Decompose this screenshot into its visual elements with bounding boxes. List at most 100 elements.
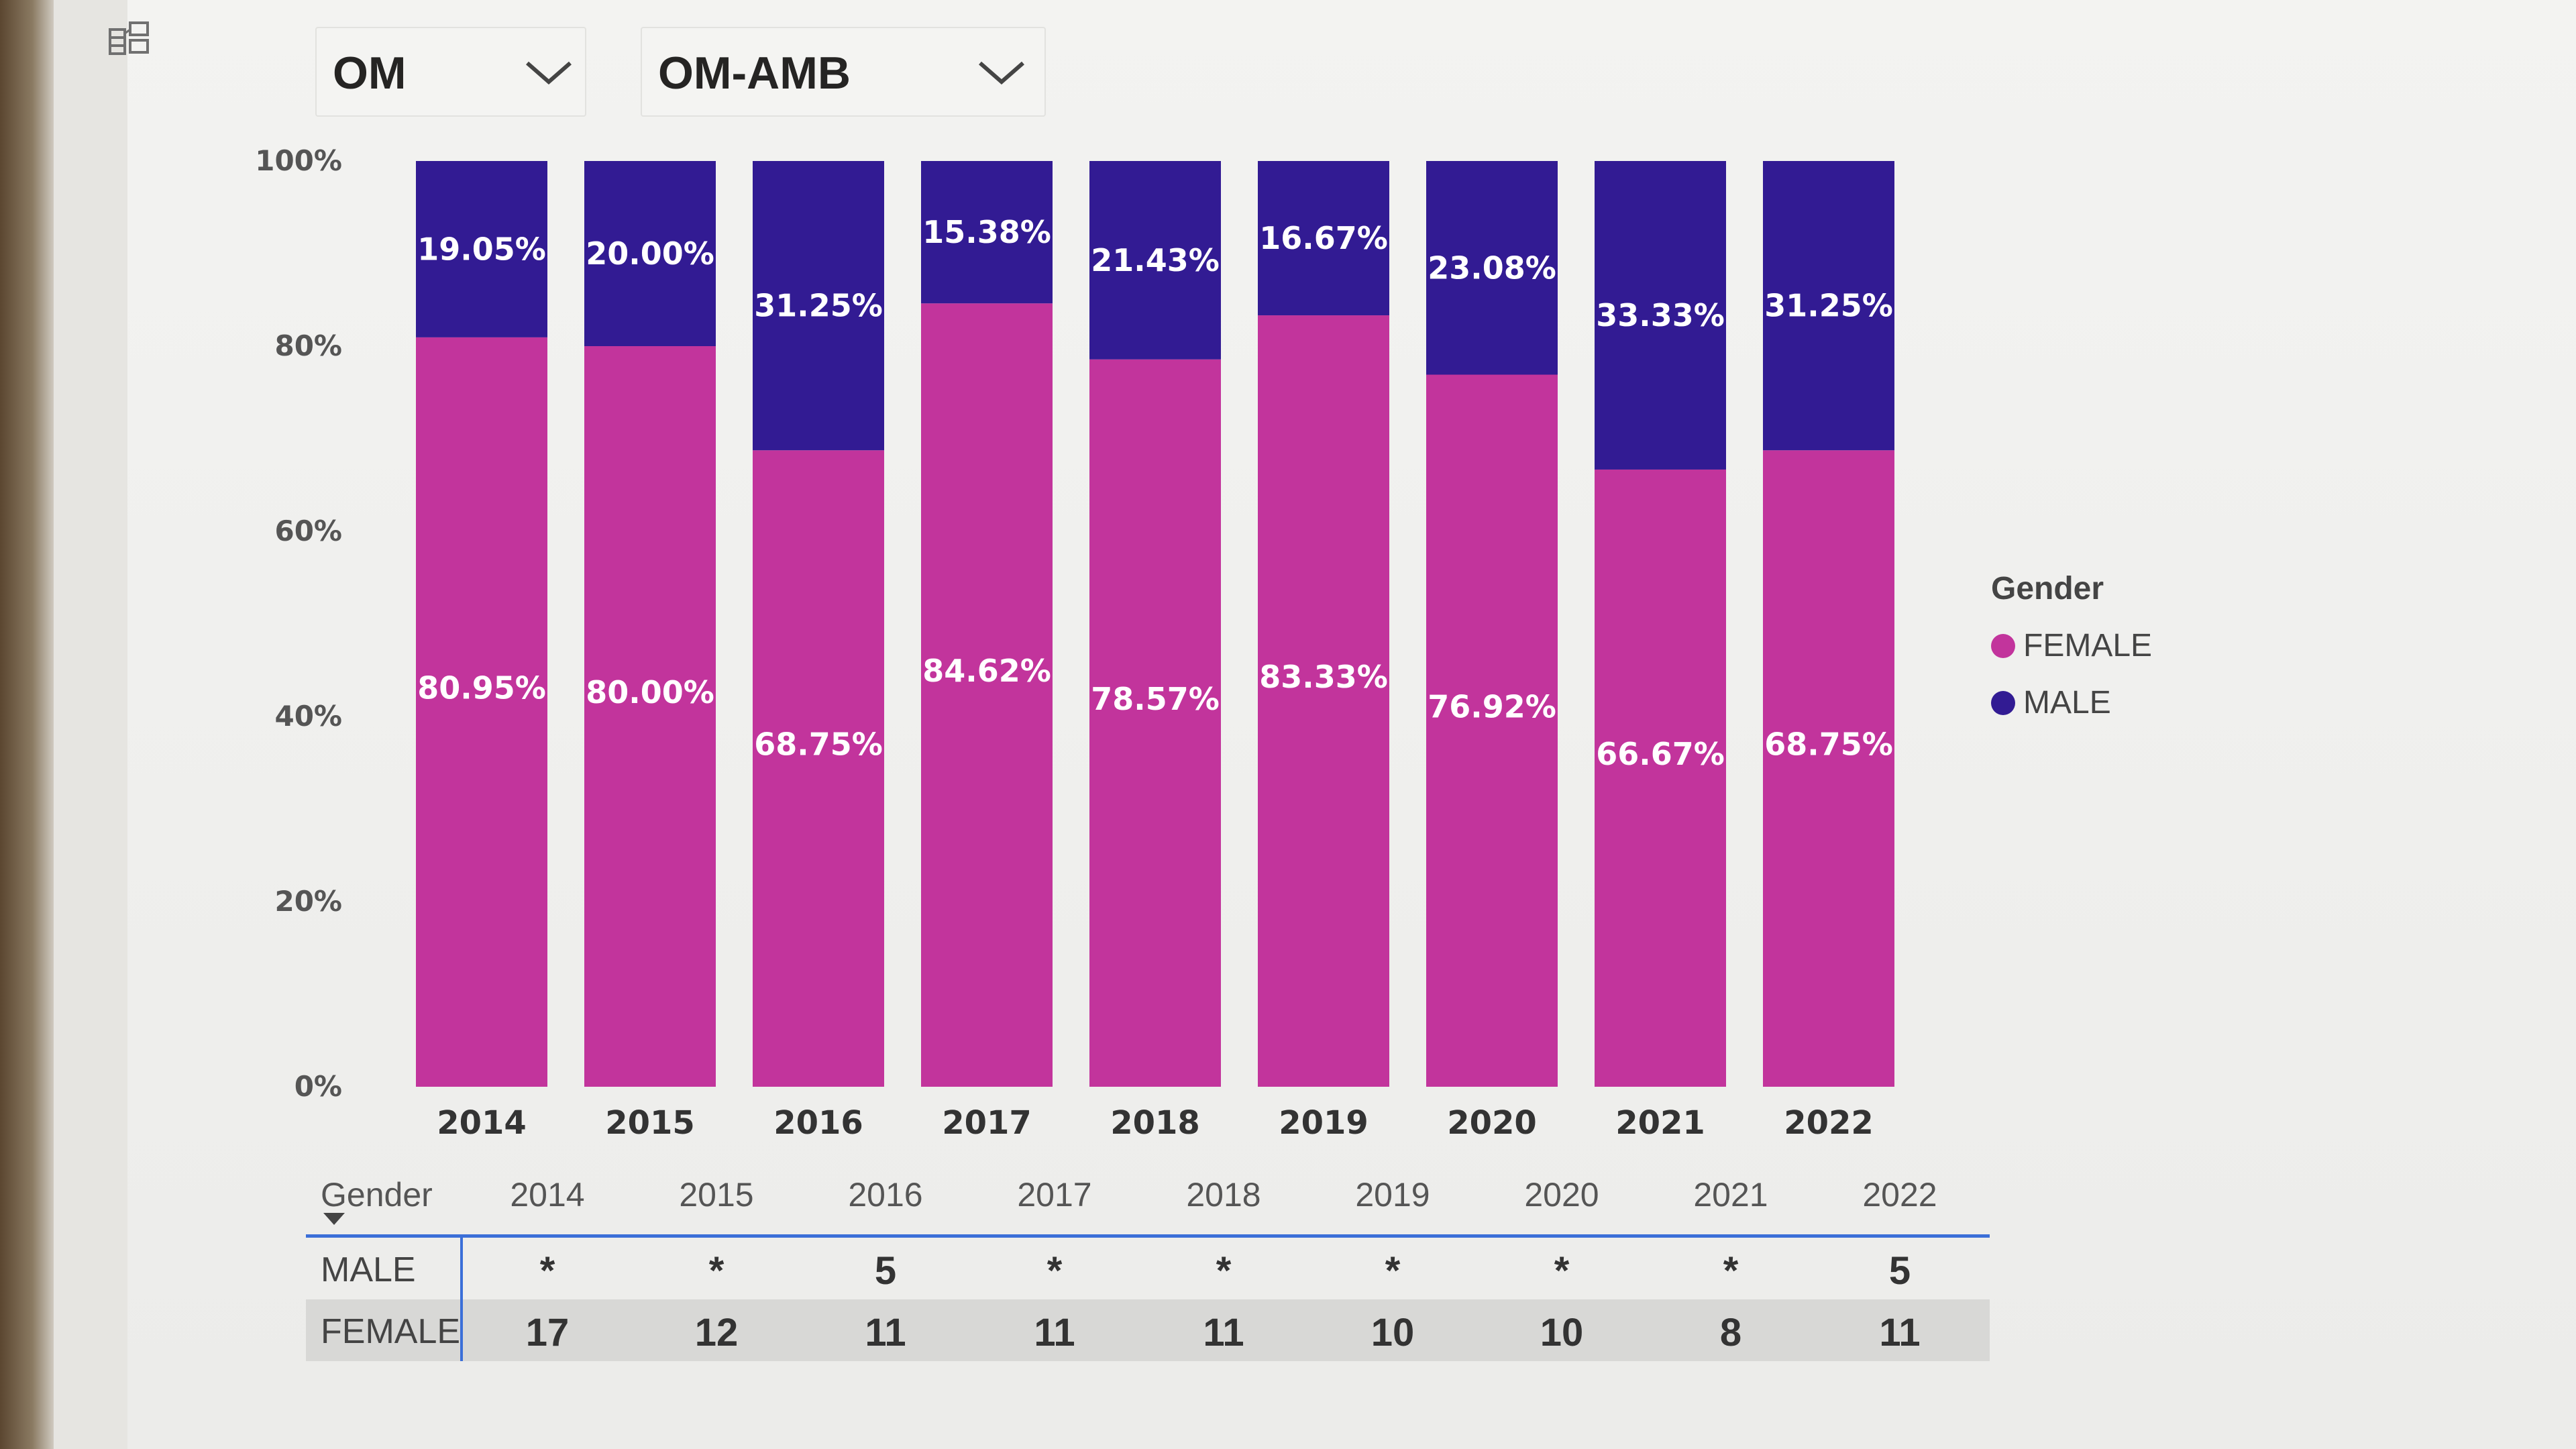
bar-female[interactable] xyxy=(921,303,1053,1087)
bar-male[interactable] xyxy=(584,161,716,346)
table-column-header[interactable]: 2016 xyxy=(848,1176,923,1214)
x-tick-label: 2015 xyxy=(605,1104,695,1142)
bar-female[interactable] xyxy=(753,450,884,1087)
x-tick-label: 2018 xyxy=(1110,1104,1200,1142)
table-cell: * xyxy=(1385,1249,1401,1293)
data-label-female: 68.75% xyxy=(1764,727,1893,763)
table-cell: * xyxy=(1554,1249,1570,1293)
table-column-header[interactable]: 2018 xyxy=(1186,1176,1261,1214)
y-tick-label: 60% xyxy=(274,515,342,547)
bar-male[interactable] xyxy=(1426,161,1558,375)
data-label-female: 66.67% xyxy=(1596,736,1725,772)
table-cell: 12 xyxy=(694,1311,739,1354)
sort-desc-icon[interactable] xyxy=(323,1213,345,1225)
chevron-down-icon[interactable] xyxy=(525,59,573,86)
x-tick-label: 2016 xyxy=(773,1104,863,1142)
bar-male[interactable] xyxy=(1089,161,1221,360)
y-tick-label: 80% xyxy=(274,329,342,362)
legend-label-female: FEMALE xyxy=(2023,628,2153,663)
table-cell: 11 xyxy=(1203,1311,1244,1354)
table-cell: 17 xyxy=(525,1311,570,1354)
y-tick-label: 20% xyxy=(274,885,342,918)
legend-label-male: MALE xyxy=(2023,685,2111,720)
table-cell: 8 xyxy=(1719,1311,1742,1354)
bar-male[interactable] xyxy=(1595,161,1726,470)
bar-male[interactable] xyxy=(753,161,884,451)
table-cell: * xyxy=(708,1249,724,1293)
table-column-header[interactable]: 2022 xyxy=(1862,1176,1937,1214)
bar-male[interactable] xyxy=(921,161,1053,304)
data-label-female: 68.75% xyxy=(754,727,883,763)
counts-table: Gender 2014 2015 2016 2017 2018 2019 2020 2021 2… xyxy=(306,1161,1990,1361)
data-label-male: 31.25% xyxy=(754,288,883,324)
table-row-male: MALE * * 5 * * * * * 5 xyxy=(306,1238,1990,1299)
table-header: Gender 2014 2015 2016 2017 2018 2019 2020 2021 2… xyxy=(306,1161,1990,1238)
table-cell: 10 xyxy=(1371,1311,1415,1354)
table-cell: * xyxy=(1046,1249,1063,1293)
table-cell: 11 xyxy=(1879,1311,1921,1354)
legend: Gender FEMALE MALE xyxy=(1991,570,2152,721)
data-label-female: 78.57% xyxy=(1091,681,1220,717)
x-tick-label: 2020 xyxy=(1447,1104,1537,1142)
table-column-header[interactable]: 2014 xyxy=(510,1176,585,1214)
y-tick-label: 40% xyxy=(274,700,342,733)
y-tick-label: 100% xyxy=(255,144,342,177)
data-label-female: 80.95% xyxy=(417,669,546,706)
expand-pane-icon[interactable] xyxy=(107,20,150,63)
x-tick-label: 2021 xyxy=(1615,1104,1705,1142)
data-label-male: 21.43% xyxy=(1091,242,1220,278)
table-cell: * xyxy=(539,1249,555,1293)
chevron-down-icon[interactable] xyxy=(977,59,1026,86)
data-label-male: 23.08% xyxy=(1428,250,1556,286)
table-divider xyxy=(460,1238,463,1361)
row-label-male: MALE xyxy=(321,1250,416,1289)
bar-female[interactable] xyxy=(1258,315,1389,1087)
x-tick-label: 2022 xyxy=(1784,1104,1874,1142)
legend-swatch-female xyxy=(1991,633,2015,658)
data-label-male: 15.38% xyxy=(922,214,1051,250)
table-column-header[interactable]: 2017 xyxy=(1017,1176,1092,1214)
bar-male[interactable] xyxy=(1258,161,1389,316)
division-value: OM xyxy=(333,48,407,99)
table-column-header[interactable]: 2015 xyxy=(679,1176,754,1214)
left-pane xyxy=(54,0,127,1449)
data-label-male: 33.33% xyxy=(1596,297,1725,333)
y-tick-label: 0% xyxy=(294,1070,342,1103)
bar-female[interactable] xyxy=(1089,359,1221,1087)
bar-female[interactable] xyxy=(416,337,547,1087)
bar-female[interactable] xyxy=(1763,450,1894,1087)
data-label-female: 80.00% xyxy=(586,674,714,710)
data-label-male: 16.67% xyxy=(1259,220,1388,256)
table-row-female: FEMALE 17 12 11 11 11 10 10 8 11 xyxy=(306,1299,1990,1361)
bar-female[interactable] xyxy=(1426,374,1558,1087)
data-label-female: 83.33% xyxy=(1259,659,1388,695)
legend-item-female[interactable]: FEMALE xyxy=(1991,627,2152,664)
table-cell: 11 xyxy=(1034,1311,1075,1354)
table-cell: 5 xyxy=(1888,1249,1911,1293)
table-cell: * xyxy=(1723,1249,1739,1293)
table-cell: 11 xyxy=(865,1311,906,1354)
bar-female[interactable] xyxy=(584,346,716,1087)
table-column-header[interactable]: 2019 xyxy=(1355,1176,1430,1214)
table-corner-label: Gender xyxy=(321,1176,433,1214)
x-tick-label: 2017 xyxy=(942,1104,1032,1142)
data-label-female: 76.92% xyxy=(1428,688,1556,724)
branch-slicer[interactable]: OM-AMB xyxy=(641,27,1046,117)
bar-male[interactable] xyxy=(416,161,547,337)
table-cell: * xyxy=(1216,1249,1232,1293)
table-column-header[interactable]: 2020 xyxy=(1524,1176,1599,1214)
table-cell: 10 xyxy=(1540,1311,1584,1354)
legend-title: Gender xyxy=(1991,571,2104,606)
data-label-male: 31.25% xyxy=(1764,288,1893,324)
table-column-header[interactable]: 2021 xyxy=(1693,1176,1768,1214)
legend-item-male[interactable]: MALE xyxy=(1991,684,2152,721)
bar-male[interactable] xyxy=(1763,161,1894,451)
data-label-female: 84.62% xyxy=(922,653,1051,689)
division-slicer[interactable]: OM xyxy=(315,27,586,117)
table-cell: 5 xyxy=(874,1249,897,1293)
bar-female[interactable] xyxy=(1595,469,1726,1087)
legend-swatch-male xyxy=(1991,690,2015,715)
data-label-male: 20.00% xyxy=(586,235,714,272)
row-label-female: FEMALE xyxy=(321,1312,461,1351)
